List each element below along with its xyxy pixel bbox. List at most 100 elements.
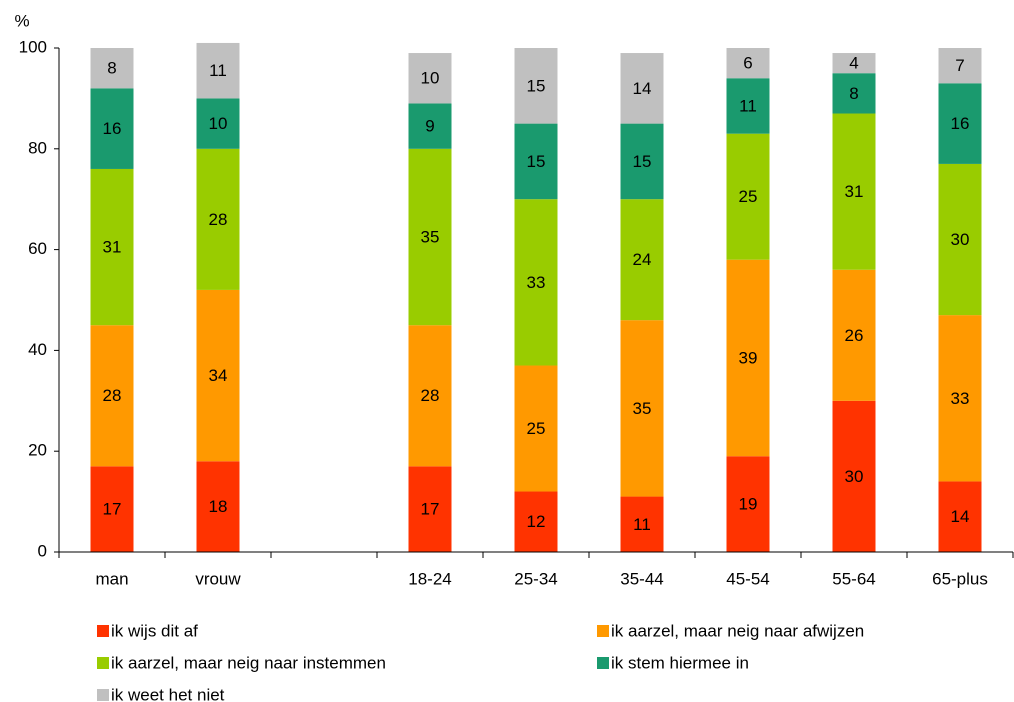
bar-segment: [514, 491, 558, 552]
bar-segment: [408, 53, 452, 104]
bar-segment: [196, 98, 240, 149]
y-tick-label: 100: [19, 37, 47, 56]
bar-segment: [832, 73, 876, 114]
legend-swatch: [597, 657, 609, 669]
y-tick-label: 80: [28, 138, 47, 157]
bar-segment: [938, 83, 982, 164]
data-label: 28: [103, 386, 122, 405]
bar-segment: [90, 88, 134, 169]
bar-segment: [196, 289, 240, 462]
bar-segment: [938, 481, 982, 552]
x-tick-label: 45-54: [726, 569, 769, 588]
bar-segment: [620, 496, 664, 552]
bar-segment: [514, 48, 558, 124]
legend-swatch: [97, 657, 109, 669]
bar-segment: [726, 259, 770, 457]
data-label: 9: [425, 117, 434, 136]
y-tick-label: 60: [28, 239, 47, 258]
bar-segment: [620, 53, 664, 124]
bar-segment: [514, 199, 558, 366]
data-label: 11: [739, 96, 757, 115]
data-label: 25: [739, 187, 758, 206]
data-label: 17: [421, 500, 440, 519]
data-label: 30: [845, 467, 864, 486]
x-tick-label: 65-plus: [932, 569, 988, 588]
legend-swatch: [97, 689, 109, 701]
x-tick-label: 25-34: [514, 569, 557, 588]
y-tick-label: 20: [28, 441, 47, 460]
bar-segment: [620, 123, 664, 200]
x-tick-label: 55-64: [832, 569, 875, 588]
legend-label: ik stem hiermee in: [611, 653, 749, 672]
data-label: 24: [633, 250, 652, 269]
data-label: 11: [209, 61, 227, 80]
data-label: 25: [527, 419, 546, 438]
data-label: 31: [845, 182, 864, 201]
data-label: 33: [527, 273, 546, 292]
legend-label: ik weet het niet: [111, 685, 225, 702]
bar-segment: [514, 123, 558, 200]
bar-segment: [620, 320, 664, 497]
x-tick-label: man: [95, 569, 128, 588]
data-label: 15: [527, 152, 546, 171]
bar-segment: [408, 466, 452, 552]
x-tick-label: 18-24: [408, 569, 451, 588]
data-label: 11: [633, 515, 651, 534]
data-label: 14: [951, 507, 970, 526]
bar-segment: [938, 315, 982, 482]
data-label: 4: [849, 54, 858, 73]
bar-segment: [90, 168, 134, 326]
bar-segment: [90, 325, 134, 467]
data-label: 28: [209, 210, 228, 229]
data-label: 31: [103, 238, 122, 257]
x-tick-label: 35-44: [620, 569, 663, 588]
bar-segment: [832, 113, 876, 270]
y-axis-label: %: [14, 11, 29, 30]
data-label: 16: [103, 119, 122, 138]
bar-segment: [726, 133, 770, 260]
bar-segment: [832, 269, 876, 401]
data-label: 33: [951, 389, 970, 408]
data-label: 7: [955, 56, 964, 75]
data-label: 28: [421, 386, 440, 405]
bar-segment: [832, 53, 876, 74]
bar-segment: [408, 103, 452, 149]
y-tick-label: 0: [38, 541, 47, 560]
bar-segment: [620, 199, 664, 321]
data-label: 35: [633, 399, 652, 418]
bar-segment: [196, 461, 240, 552]
bar-segment: [938, 163, 982, 316]
data-label: 8: [849, 84, 858, 103]
bar-segment: [938, 48, 982, 84]
legend-label: ik aarzel, maar neig naar instemmen: [111, 653, 386, 672]
data-label: 17: [103, 500, 122, 519]
bar-segment: [514, 365, 558, 492]
bar-segment: [726, 48, 770, 79]
data-label: 26: [845, 326, 864, 345]
x-tick-label: vrouw: [195, 569, 241, 588]
data-label: 15: [633, 152, 652, 171]
data-label: 12: [527, 512, 546, 531]
y-tick-label: 40: [28, 340, 47, 359]
legend-label: ik wijs dit af: [111, 621, 198, 640]
bar-segment: [832, 400, 876, 552]
data-label: 39: [739, 348, 758, 367]
data-label: 34: [209, 366, 228, 385]
legend-swatch: [97, 625, 109, 637]
bar-segment: [726, 456, 770, 552]
data-label: 8: [107, 59, 116, 78]
bar-segment: [90, 466, 134, 552]
data-label: 15: [527, 76, 546, 95]
data-label: 6: [743, 54, 752, 73]
legend-swatch: [597, 625, 609, 637]
data-label: 16: [951, 114, 970, 133]
bar-segment: [90, 48, 134, 89]
bar-segment: [408, 325, 452, 467]
data-label: 19: [739, 495, 758, 514]
bar-segment: [196, 42, 240, 99]
data-label: 35: [421, 227, 440, 246]
data-label: 10: [209, 114, 228, 133]
data-label: 18: [209, 497, 228, 516]
legend-label: ik aarzel, maar neig naar afwijzen: [611, 621, 864, 640]
